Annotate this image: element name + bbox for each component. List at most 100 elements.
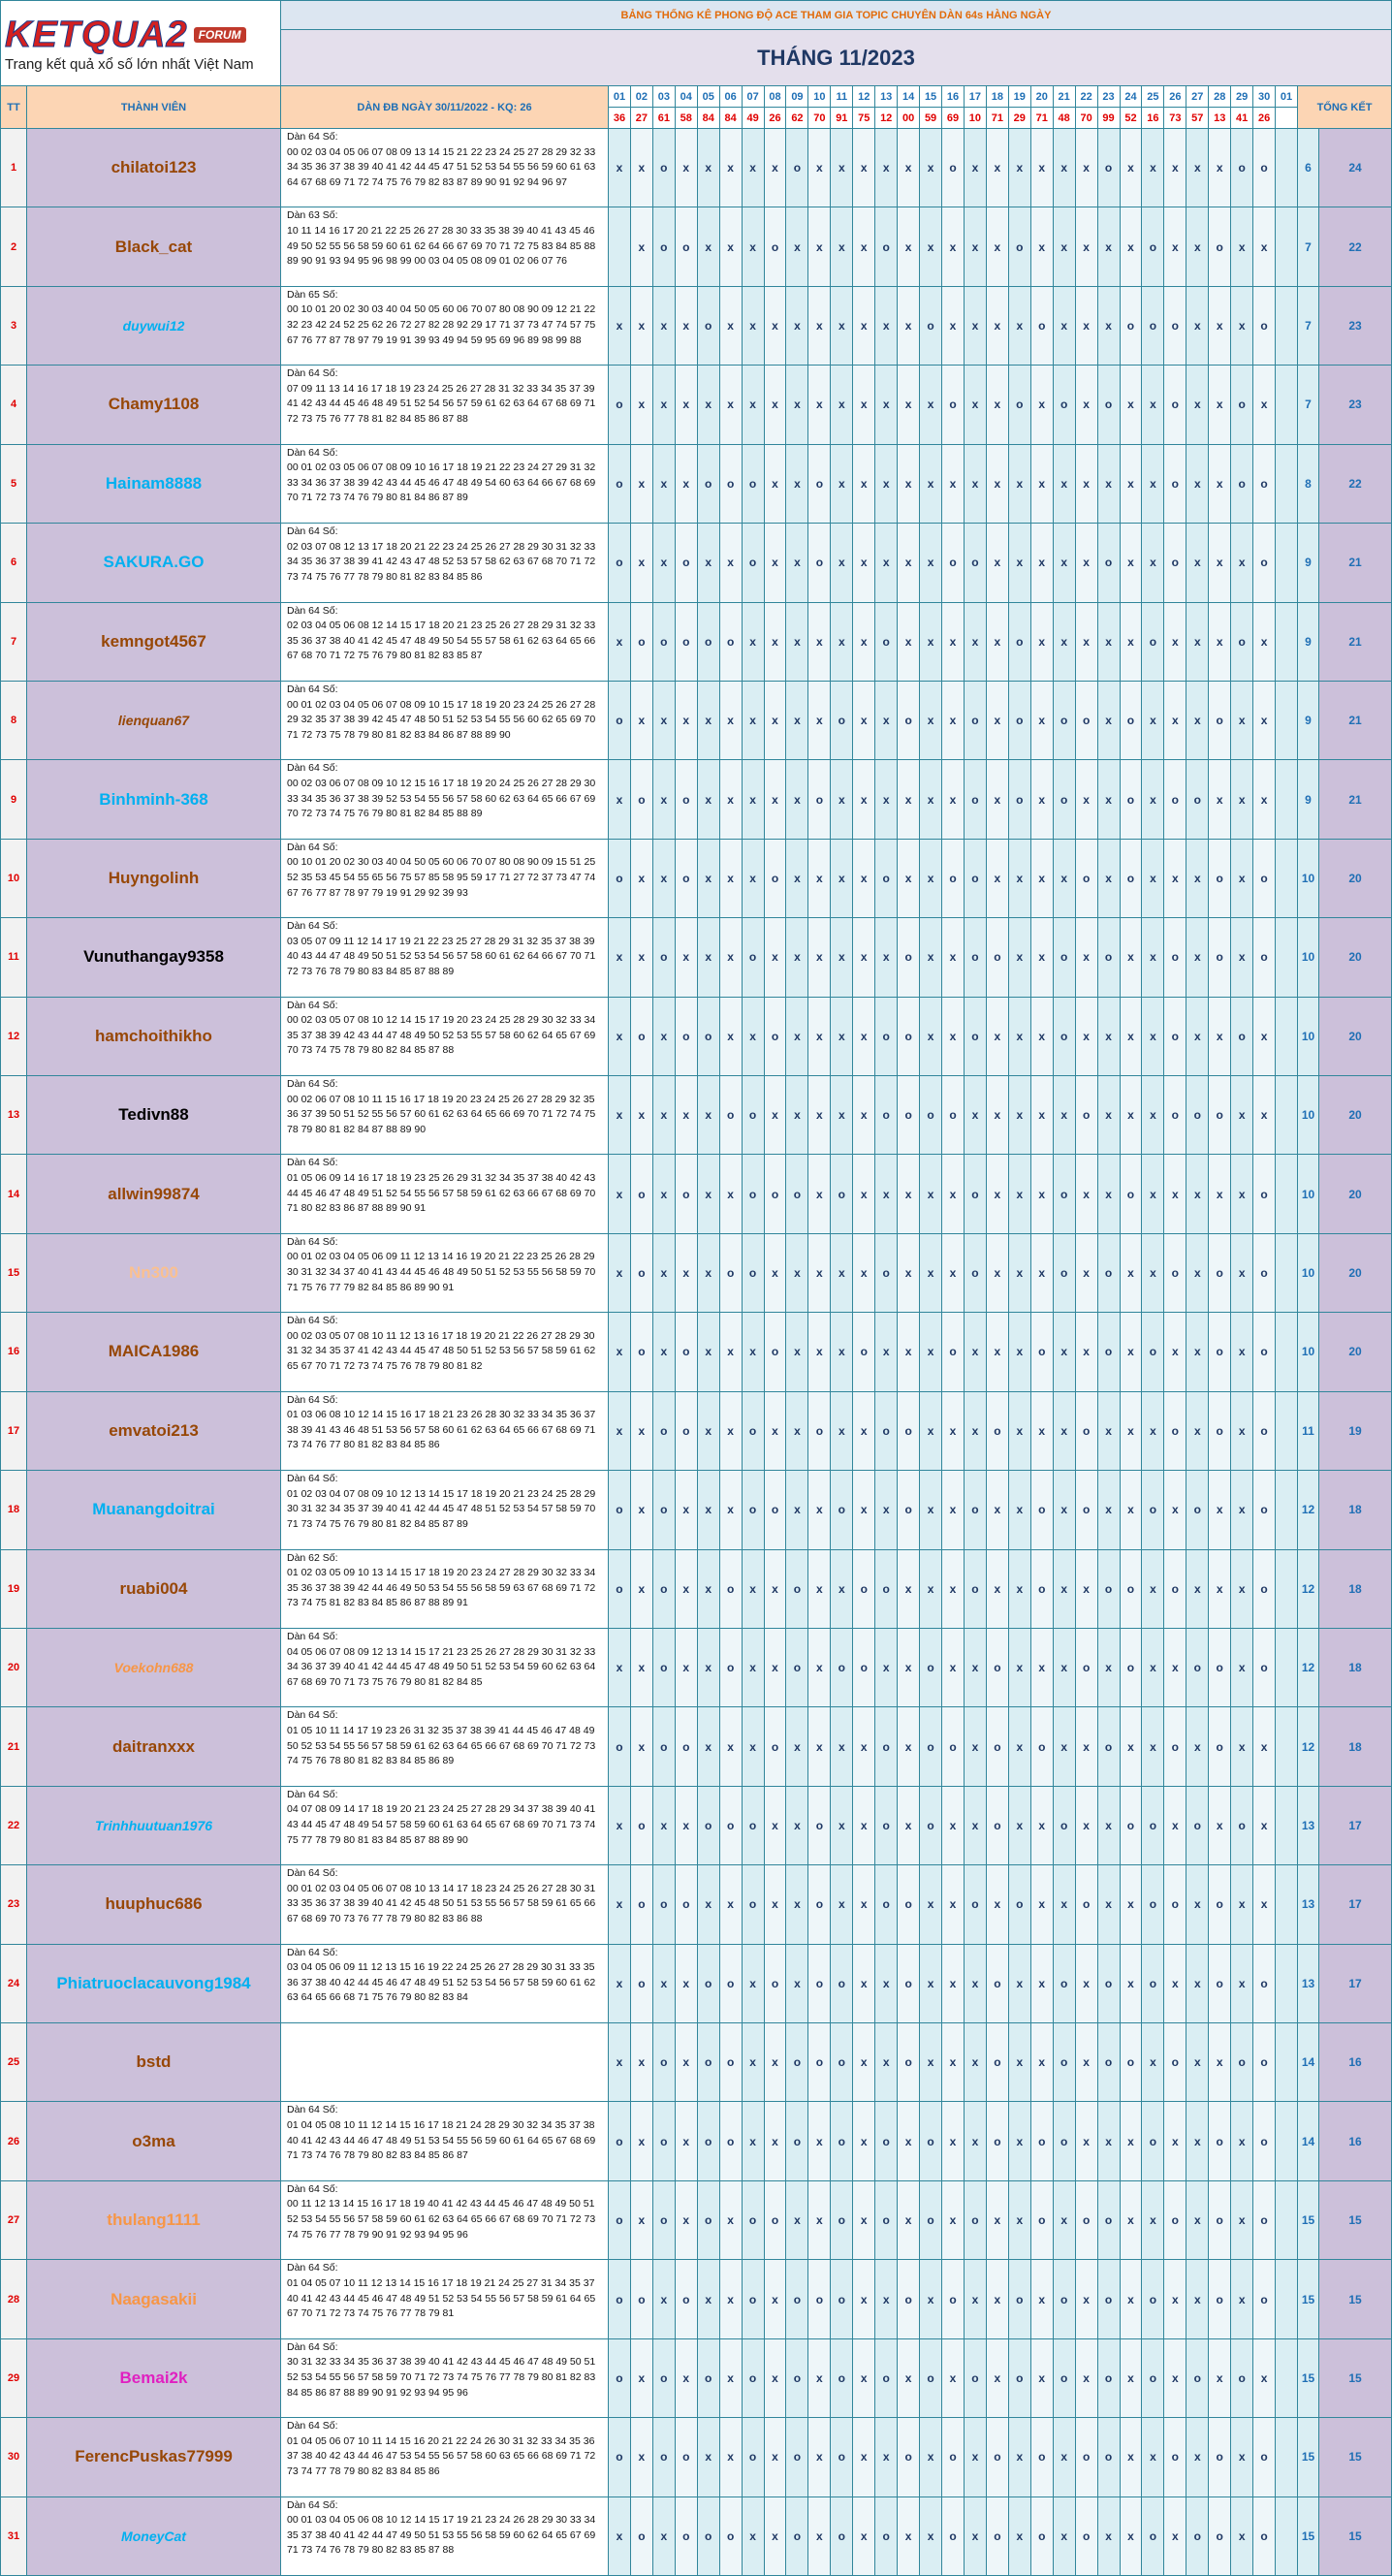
dan-cell: Dàn 64 Số: 00 01 02 03 04 05 06 09 11 12 … [281,1233,609,1314]
day-mark: x [719,2180,743,2261]
day-mark: x [875,1628,899,1708]
day-mark: x [1030,2023,1054,2103]
day-mark: o [1075,1471,1098,1550]
day-mark: o [652,2102,676,2181]
day-mark: x [697,2260,720,2339]
miss-total: 20 [1319,1076,1392,1156]
day-mark: x [764,2260,787,2339]
day-mark: o [1164,1076,1187,1156]
dan-cell: Dàn 64 Số: 00 01 03 04 05 06 08 10 12 14 … [281,2496,609,2576]
day-mark: x [1164,129,1187,208]
day-mark: x [808,2496,832,2576]
row-number: 4 [1,366,27,445]
day-mark: o [1253,1391,1277,1472]
day-mark: o [1253,444,1277,525]
day-mark: x [1164,681,1187,761]
hit-total: 12 [1298,1707,1319,1787]
day-mark: x [853,1471,876,1550]
day-mark: o [920,2102,943,2181]
day-mark: x [1008,444,1031,525]
day-mark: x [964,1786,987,1866]
day-mark: o [1209,1865,1232,1945]
day-mark: x [786,1233,809,1314]
day-mark: x [920,997,943,1077]
day-header: 27 [1186,86,1210,108]
day-mark: o [898,997,921,1077]
day-mark: x [1186,839,1210,919]
day-mark: x [964,2418,987,2497]
day-mark [1276,1549,1298,1629]
day-mark [1276,2418,1298,2497]
day-mark: x [697,1391,720,1472]
day-mark: o [1231,2338,1254,2419]
day-mark: x [1231,1549,1254,1629]
day-mark: x [942,286,965,366]
day-mark: x [1053,207,1076,287]
day-mark: x [853,2338,876,2419]
hit-total: 13 [1298,1865,1319,1945]
day-mark: x [986,997,1009,1077]
day-result: 71 [986,108,1009,129]
day-mark: o [898,1471,921,1550]
miss-total: 20 [1319,1233,1392,1314]
day-mark: x [942,1155,965,1234]
day-mark: o [1186,1076,1210,1156]
day-mark [1276,918,1298,998]
day-mark: o [675,1155,698,1234]
day-mark: o [1231,129,1254,208]
day-result: 27 [630,108,653,129]
day-mark: o [898,2023,921,2103]
day-mark: x [898,2102,921,2181]
day-mark: x [808,1471,832,1550]
day-mark: x [875,1944,899,2024]
day-mark: x [719,129,743,208]
day-mark: x [742,207,765,287]
day-mark: x [719,1865,743,1945]
day-mark: o [652,602,676,682]
day-mark: x [1120,1707,1143,1787]
day-header: 08 [764,86,787,108]
day-mark: x [764,2102,787,2181]
day-mark: x [1030,1786,1054,1866]
dan-cell: Dàn 64 Số: 03 05 07 09 11 12 14 17 19 21 … [281,918,609,998]
day-mark: o [1008,602,1031,682]
day-mark: o [764,1944,787,2024]
row-number: 28 [1,2260,27,2339]
day-mark: x [898,1549,921,1629]
day-mark: o [875,2338,899,2419]
day-mark: x [630,1391,653,1472]
day-mark: x [808,918,832,998]
hit-total: 6 [1298,129,1319,208]
dan-cell: Dàn 64 Số: 00 02 03 05 07 08 10 12 14 15 … [281,997,609,1077]
day-mark: o [1097,1549,1121,1629]
day-mark: x [853,129,876,208]
day-result: 61 [652,108,676,129]
day-mark: x [942,444,965,525]
day-mark: x [786,286,809,366]
day-mark: o [1097,2180,1121,2261]
day-mark: x [1164,1313,1187,1392]
day-mark: x [964,444,987,525]
day-mark: o [630,760,653,840]
day-mark: x [1120,366,1143,445]
logo: KETQUA2 FORUM Trang kết quả xổ số lớn nh… [1,1,281,86]
day-mark: o [1097,524,1121,603]
banner-title: BẢNG THỐNG KÊ PHONG ĐỘ ACE THAM GIA TOPI… [281,1,1392,30]
day-mark: x [808,1313,832,1392]
member-name: duywui12 [27,286,281,366]
day-mark: x [808,681,832,761]
day-mark: x [1142,681,1165,761]
day-mark: x [719,1707,743,1787]
day-mark: x [942,1233,965,1314]
day-mark: x [630,2102,653,2181]
hit-total: 10 [1298,1076,1319,1156]
day-mark: o [1053,2260,1076,2339]
day-mark: x [808,2180,832,2261]
day-mark: o [697,444,720,525]
day-mark: x [719,1471,743,1550]
day-mark: o [1120,839,1143,919]
day-mark: o [1120,1628,1143,1708]
day-mark: o [942,129,965,208]
day-mark: x [1075,1786,1098,1866]
day-mark: x [652,286,676,366]
